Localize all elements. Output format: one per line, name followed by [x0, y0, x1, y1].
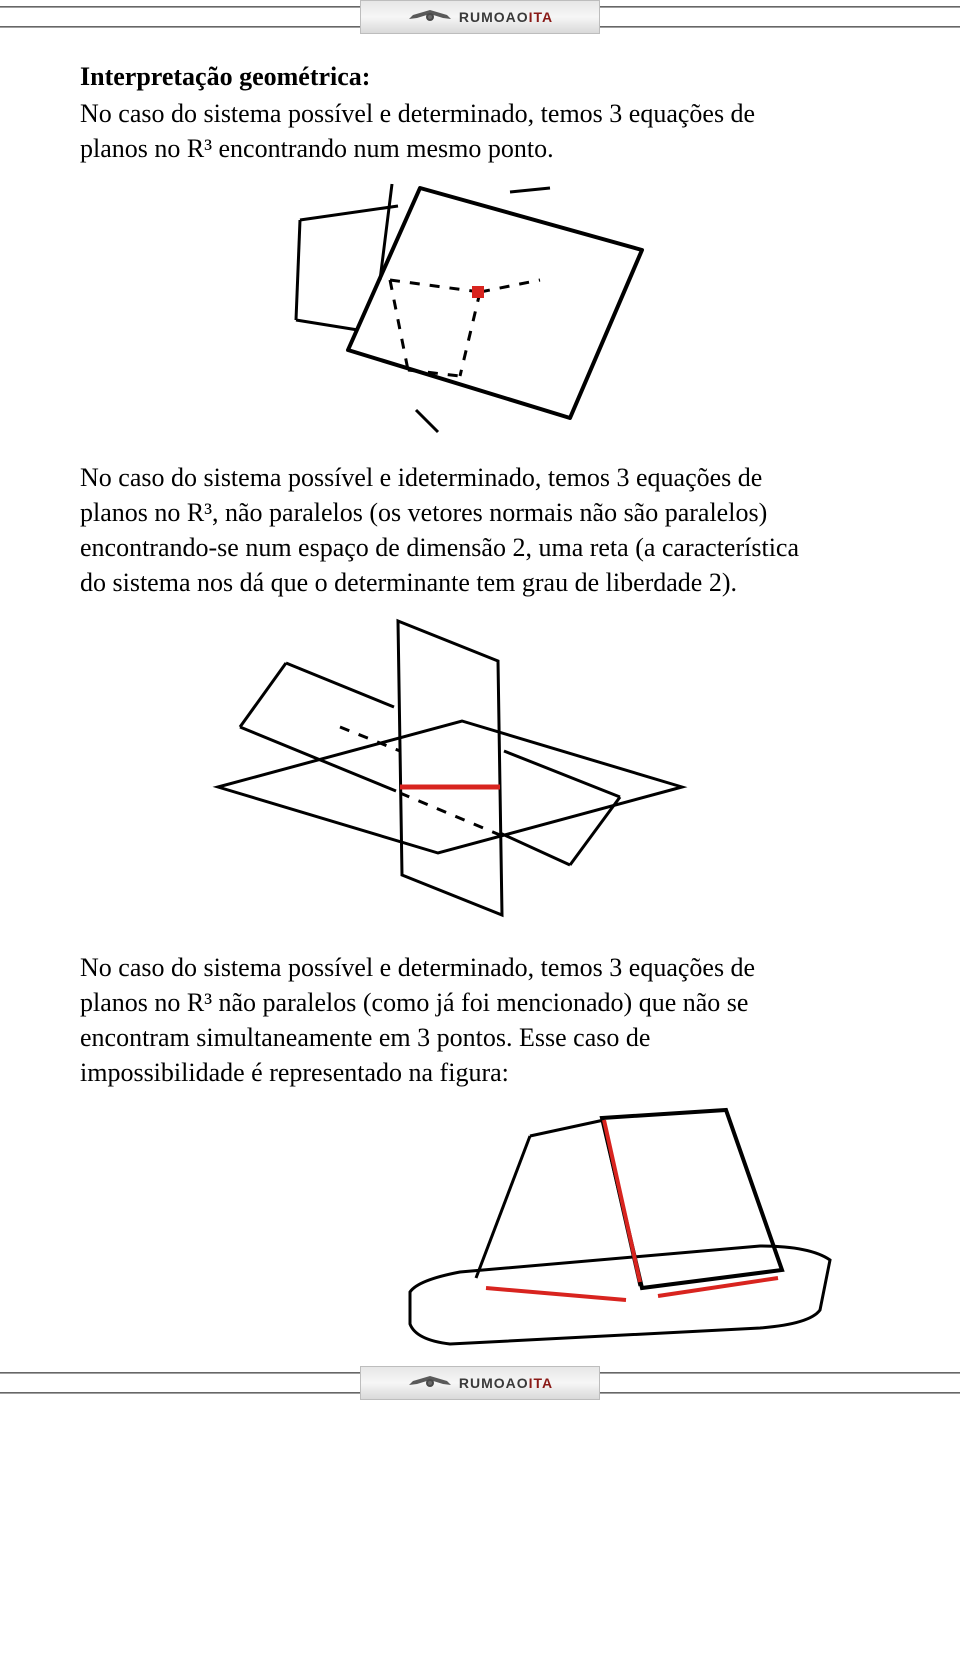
footer-brand-left: RUMOAO: [459, 1375, 529, 1391]
footer-banner: RUMOAOITA: [0, 1366, 960, 1400]
paragraph-1: No caso do sistema possível e determinad…: [80, 96, 820, 166]
figure-1: [240, 180, 660, 440]
brand-accent: ITA: [529, 9, 554, 25]
brand-left: RUMOAO: [459, 9, 529, 25]
paragraph-3: No caso do sistema possível e determinad…: [80, 950, 820, 1090]
figure-3-row: [80, 1096, 900, 1356]
figure-2-wrap: [80, 615, 820, 930]
paragraph-2: No caso do sistema possível e idetermina…: [80, 460, 820, 600]
header-banner: RUMOAOITA: [0, 0, 960, 34]
intersection-point: [472, 286, 484, 298]
heading: Interpretação geométrica:: [80, 62, 820, 92]
figure-1-wrap: [80, 180, 820, 440]
intersection-line-1: [486, 1288, 626, 1300]
wings-icon: [407, 7, 453, 27]
logo-box: RUMOAOITA: [360, 0, 600, 34]
footer-wings-icon: [407, 1373, 453, 1393]
brand-text: RUMOAOITA: [459, 9, 553, 25]
footer-brand-text: RUMOAOITA: [459, 1375, 553, 1391]
content-area: Interpretação geométrica: No caso do sis…: [70, 34, 890, 1366]
intersection-line-2: [658, 1278, 778, 1296]
footer-brand-accent: ITA: [529, 1375, 554, 1391]
figure-2: [200, 615, 700, 930]
figure-3: [390, 1096, 850, 1356]
footer-logo-box: RUMOAOITA: [360, 1366, 600, 1400]
